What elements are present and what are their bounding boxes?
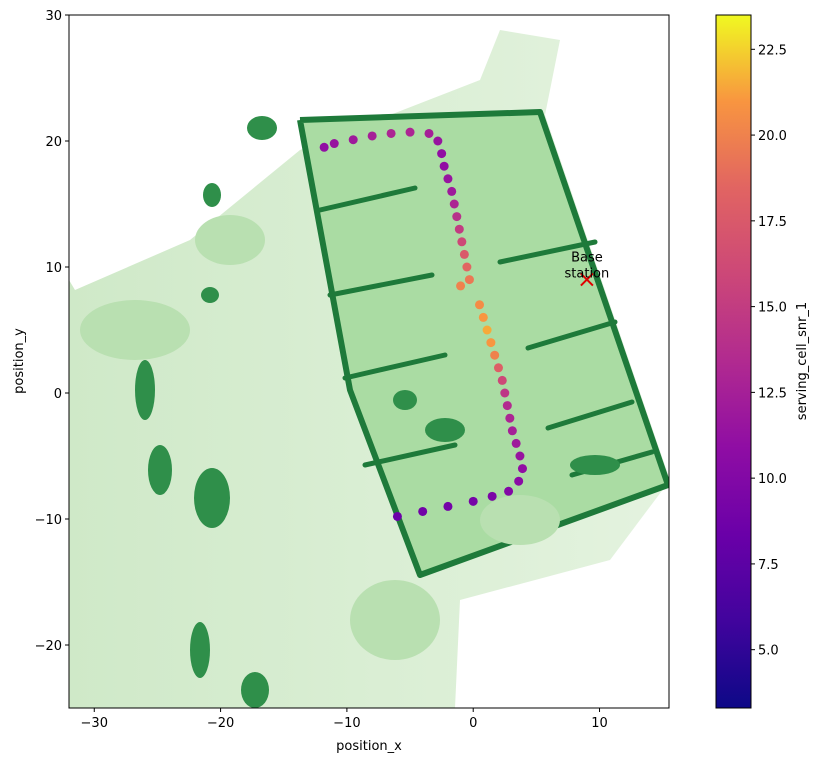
x-tick-label: 10 bbox=[591, 716, 608, 731]
trajectory-point-15 bbox=[493, 363, 503, 373]
trajectory-point-18 bbox=[482, 325, 492, 335]
trajectory-point-10 bbox=[507, 426, 517, 436]
trajectory-point-11 bbox=[505, 413, 515, 423]
colorbar-tick-label: 12.5 bbox=[758, 386, 787, 401]
trajectory-point-22 bbox=[464, 275, 474, 285]
trajectory-point-25 bbox=[457, 237, 467, 247]
colorbar-tick-label: 10.0 bbox=[758, 472, 787, 487]
trajectory-point-40 bbox=[319, 142, 329, 152]
trajectory-point-32 bbox=[437, 149, 447, 159]
trajectory-point-14 bbox=[497, 375, 507, 385]
trajectory-point-31 bbox=[439, 161, 449, 171]
trajectory-point-35 bbox=[405, 127, 415, 137]
trajectory-point-2 bbox=[443, 501, 453, 511]
x-axis: −30 −20 −10 0 10 bbox=[81, 708, 608, 731]
y-tick-label: 0 bbox=[54, 387, 62, 402]
y-tick-label: 20 bbox=[45, 135, 62, 150]
trajectory-point-28 bbox=[449, 199, 459, 209]
trajectory-point-3 bbox=[468, 496, 478, 506]
colorbar: 5.0 7.5 10.0 12.5 15.0 17.5 20.0 22.5 serving_c… bbox=[715, 14, 810, 709]
colorbar-tick-label: 22.5 bbox=[758, 43, 787, 58]
x-tick-label: −20 bbox=[207, 716, 234, 731]
trajectory-point-5 bbox=[504, 486, 514, 496]
trajectory-point-13 bbox=[500, 388, 510, 398]
trajectory-point-24 bbox=[459, 249, 469, 259]
trajectory-point-1 bbox=[418, 506, 428, 516]
colorbar-ticks: 5.0 7.5 10.0 12.5 15.0 17.5 20.0 22.5 bbox=[751, 43, 787, 659]
base-station-label-line-0: Base bbox=[571, 251, 603, 266]
trajectory-point-23 bbox=[462, 262, 472, 272]
y-tick-label: 10 bbox=[45, 261, 62, 276]
trajectory-point-21 bbox=[456, 281, 466, 291]
trajectory-point-0 bbox=[392, 511, 402, 521]
trajectory-point-39 bbox=[329, 139, 339, 149]
map-obstacles bbox=[135, 116, 620, 708]
x-tick-label: 0 bbox=[469, 716, 477, 731]
trajectory-point-27 bbox=[452, 212, 462, 222]
x-tick-label: −10 bbox=[333, 716, 360, 731]
trajectory-point-12 bbox=[502, 401, 512, 411]
marker-stroke-b bbox=[580, 272, 594, 287]
x-axis-label: position_x bbox=[336, 739, 402, 754]
y-axis: −20 −10 0 10 20 30 bbox=[35, 9, 69, 654]
base-station-label-line-1: station bbox=[565, 267, 610, 282]
trajectory-point-20 bbox=[475, 300, 485, 310]
y-tick-label: −20 bbox=[35, 639, 62, 654]
x-tick-label: −30 bbox=[81, 716, 108, 731]
trajectory-point-36 bbox=[386, 128, 396, 138]
trajectory-point-17 bbox=[486, 338, 496, 348]
map-pale-patches bbox=[80, 215, 560, 660]
trajectory-point-29 bbox=[447, 186, 457, 196]
y-tick-label: 30 bbox=[45, 9, 62, 24]
trajectory-point-37 bbox=[367, 131, 377, 141]
y-tick-label: −10 bbox=[35, 513, 62, 528]
trajectory-point-19 bbox=[478, 312, 488, 322]
colorbar-label: serving_cell_snr_1 bbox=[795, 302, 810, 420]
trajectory-point-38 bbox=[348, 135, 358, 145]
colorbar-tick-label: 17.5 bbox=[758, 215, 787, 230]
y-axis-label: position_y bbox=[12, 328, 27, 394]
trajectory-point-26 bbox=[454, 224, 464, 234]
trajectory-point-8 bbox=[515, 451, 525, 461]
trajectory-point-34 bbox=[424, 128, 434, 138]
trajectory-point-16 bbox=[490, 350, 500, 360]
trajectory-point-7 bbox=[517, 464, 527, 474]
background-map bbox=[69, 30, 669, 708]
base-station-marker bbox=[580, 272, 594, 287]
trajectory-point-30 bbox=[443, 174, 453, 184]
trajectory-points bbox=[319, 127, 527, 521]
colorbar-gradient bbox=[715, 14, 752, 709]
trajectory-point-9 bbox=[511, 438, 521, 448]
colorbar-tick-label: 7.5 bbox=[758, 558, 779, 573]
colorbar-tick-label: 20.0 bbox=[758, 129, 787, 144]
trajectory-point-4 bbox=[487, 491, 497, 501]
trajectory-point-6 bbox=[514, 476, 524, 486]
colorbar-tick-label: 5.0 bbox=[758, 644, 779, 659]
plot-frame bbox=[68, 14, 670, 709]
colorbar-tick-label: 15.0 bbox=[758, 301, 787, 316]
trajectory-point-33 bbox=[433, 136, 443, 146]
